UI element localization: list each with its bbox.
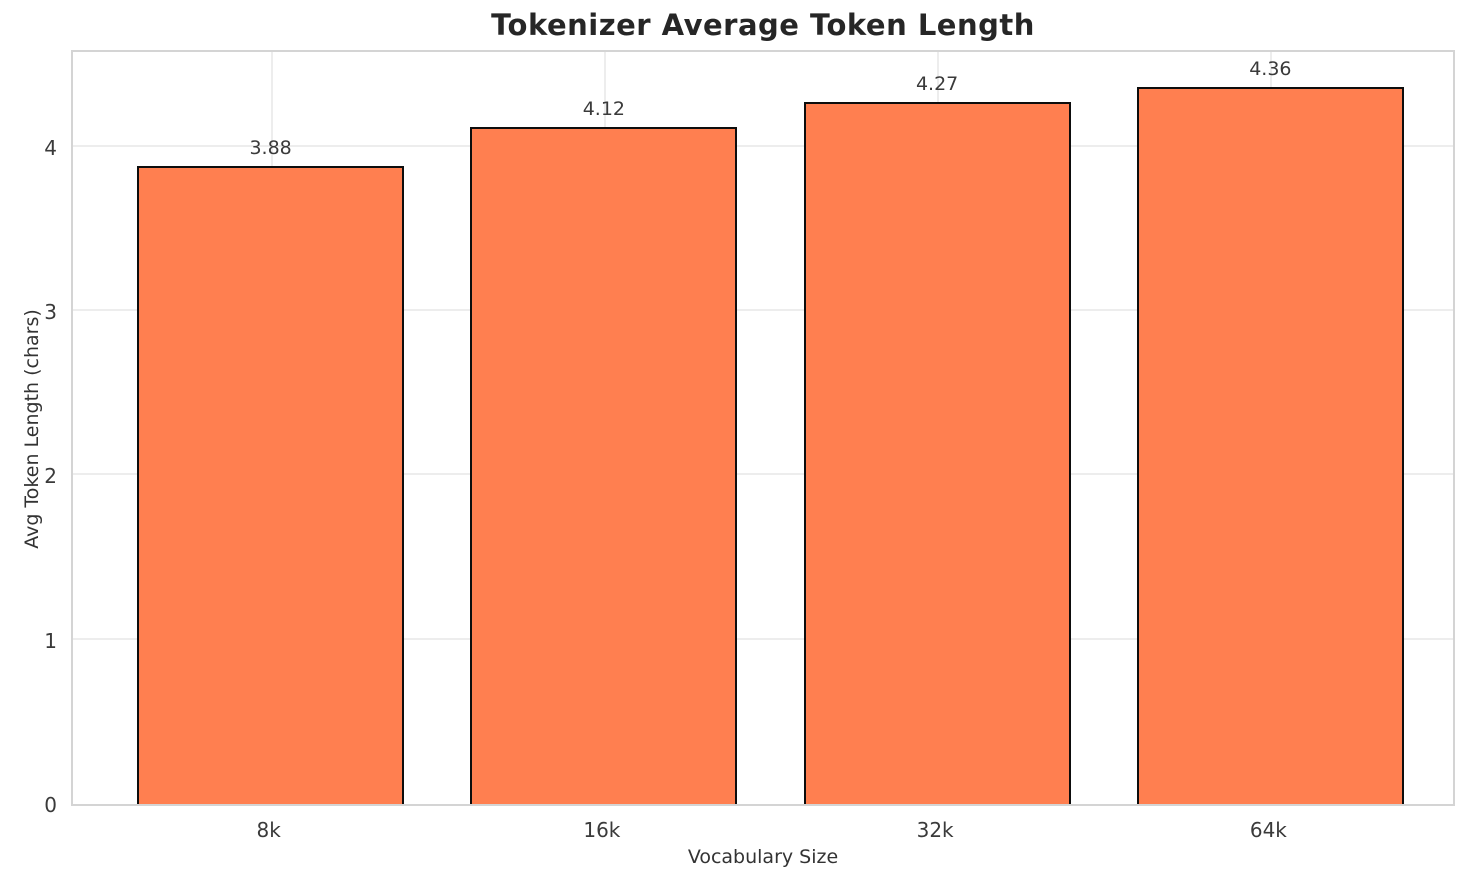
bar-value-label: 4.27 [915, 73, 959, 96]
bar-16k [470, 126, 738, 804]
x-axis-label: Vocabulary Size [687, 846, 839, 868]
y-tick-label: 4 [44, 135, 57, 160]
x-tick-label: 8k [256, 818, 281, 842]
horizontal-gridline [73, 308, 1453, 311]
horizontal-gridline [73, 144, 1453, 147]
chart-title: Tokenizer Average Token Length [491, 8, 1035, 42]
bar-value-label: 4.12 [582, 97, 626, 120]
y-tick-label: 2 [44, 464, 57, 489]
y-axis-label: Avg Token Length (chars) [21, 309, 43, 549]
plot-area: 3.88 4.12 4.27 4.36 [71, 50, 1455, 806]
y-tick-label: 1 [44, 628, 57, 653]
y-tick-label: 0 [44, 793, 57, 817]
bar-8k [137, 166, 405, 804]
bar-64k [1136, 87, 1404, 804]
x-tick-label: 32k [916, 818, 954, 842]
x-tick-label: 64k [1249, 818, 1287, 842]
y-tick-label: 3 [44, 299, 57, 324]
bar-32k [803, 102, 1071, 804]
x-tick-label: 16k [583, 818, 621, 842]
bar-value-label: 4.36 [1249, 58, 1292, 81]
horizontal-gridline [73, 473, 1453, 476]
bar-value-label: 3.88 [249, 137, 292, 160]
horizontal-gridline [73, 637, 1453, 640]
